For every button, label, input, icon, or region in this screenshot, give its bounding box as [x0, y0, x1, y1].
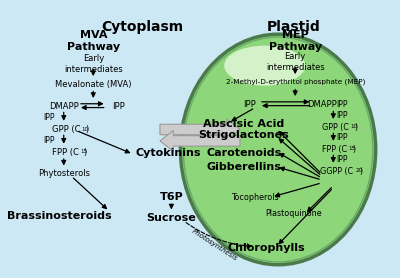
Text: Brassinosteroids: Brassinosteroids: [7, 211, 111, 221]
Text: IPP: IPP: [336, 133, 348, 142]
Text: Early
intermediates: Early intermediates: [64, 54, 123, 74]
Text: Cytoplasm: Cytoplasm: [102, 20, 184, 34]
Text: IPP: IPP: [336, 155, 348, 164]
Text: Plastid: Plastid: [266, 20, 320, 34]
Text: IPP: IPP: [336, 100, 348, 109]
Text: MEP
Pathway: MEP Pathway: [269, 30, 322, 52]
Text: IPP: IPP: [113, 102, 125, 111]
Text: IPP: IPP: [44, 136, 55, 145]
Text: Plastoquinone: Plastoquinone: [265, 210, 322, 219]
Text: MVA
Pathway: MVA Pathway: [67, 30, 120, 52]
Text: Sucrose: Sucrose: [146, 213, 196, 223]
Text: GPP (C: GPP (C: [322, 123, 349, 132]
Text: Chlorophylls: Chlorophylls: [228, 243, 306, 253]
FancyBboxPatch shape: [14, 2, 400, 276]
Text: ): ): [359, 167, 362, 176]
Text: Tocopherols: Tocopherols: [231, 193, 279, 202]
Text: ): ): [352, 145, 356, 154]
Text: Abscisic Acid: Abscisic Acid: [203, 119, 284, 129]
Text: 10: 10: [82, 126, 89, 131]
Text: Phytosterols: Phytosterols: [38, 168, 90, 178]
Text: GPP (C: GPP (C: [52, 125, 81, 134]
Text: ): ): [354, 123, 358, 132]
FancyArrow shape: [160, 119, 240, 140]
Text: ): ): [84, 148, 87, 157]
Text: DMAPP: DMAPP: [307, 100, 337, 109]
Text: 10: 10: [350, 124, 358, 129]
Text: 20: 20: [355, 168, 362, 173]
Text: Mevalonate (MVA): Mevalonate (MVA): [55, 80, 132, 89]
FancyArrow shape: [160, 130, 240, 152]
Text: 15: 15: [348, 146, 356, 151]
Text: ): ): [86, 125, 89, 134]
Text: T6P: T6P: [160, 192, 183, 202]
Text: FPP (C: FPP (C: [322, 145, 347, 154]
Text: DMAPP: DMAPP: [49, 102, 79, 111]
Text: 2-Methyl-D-erythritol phosphate (MEP): 2-Methyl-D-erythritol phosphate (MEP): [226, 78, 365, 85]
Text: Early
intermediates: Early intermediates: [266, 52, 324, 72]
Text: Photosynthesis: Photosynthesis: [190, 228, 238, 262]
Text: Cytokinins: Cytokinins: [135, 148, 201, 158]
Text: IPP: IPP: [243, 100, 256, 109]
Text: GGPP (C: GGPP (C: [320, 167, 353, 176]
Text: FPP (C: FPP (C: [52, 148, 79, 157]
Text: IPP: IPP: [44, 113, 55, 122]
Text: 15: 15: [80, 150, 87, 155]
Ellipse shape: [224, 46, 305, 86]
Ellipse shape: [180, 34, 376, 265]
Text: IPP: IPP: [336, 111, 348, 120]
Text: Gibberellins: Gibberellins: [206, 162, 281, 172]
Text: Carotenoids: Carotenoids: [206, 148, 282, 158]
Text: Strigolactones: Strigolactones: [198, 130, 289, 140]
